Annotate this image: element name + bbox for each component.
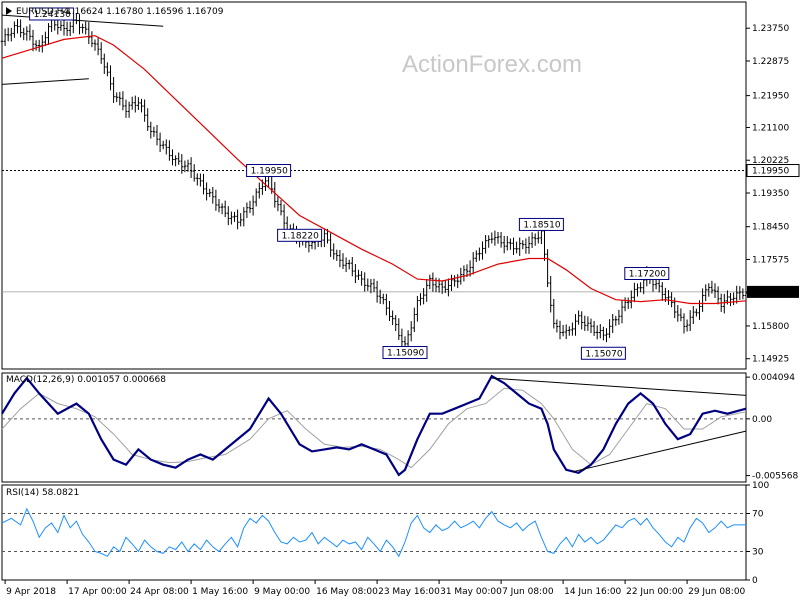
price-label: 1.18510 [523,220,560,230]
x-tick-label: 17 Apr 00:00 [68,587,127,597]
price-label: 1.19950 [251,167,288,177]
y-tick-label: 100 [752,481,769,491]
y-tick-label: 70 [752,510,764,520]
y-tick-label: 0.004094 [752,373,795,383]
x-tick-label: 1 May 16:00 [192,587,248,597]
price-series [0,11,748,351]
x-tick-label: 16 May 08:00 [316,587,378,597]
x-axis: 9 Apr 2018 17 Apr 00:00 24 Apr 08:00 1 May … [4,580,746,597]
y-tick-label: 1.21950 [752,92,789,102]
price-trendline [1,78,89,85]
price-label: 1.18220 [282,231,319,241]
price-label-box [518,217,564,231]
overlay-lines [1,14,747,558]
x-tick-label: 22 Jun 00:00 [626,587,683,597]
rsi-line [1,507,746,558]
macd-trendline [572,430,747,473]
panel-frame-0 [1,1,747,370]
x-tick-label: 24 Apr 08:00 [130,587,189,597]
price-labels: 1.24130 1.19950 1.18220 1.15090 1.18510 1.150… [29,7,670,360]
panel-frames [1,1,747,581]
x-tick-label: 14 Jun 16:00 [564,587,621,597]
y-tick-label: 1.23750 [752,24,789,34]
y-tick-label: 1.16709 [752,288,789,298]
x-tick-label: 23 May 16:00 [378,587,440,597]
x-tick-label: 29 Jun 08:00 [688,587,745,597]
price-label-box [29,7,75,21]
price-label: 1.17200 [629,270,666,280]
y-axis: 1.23750 1.22875 1.21950 1.21100 1.20225 1.193… [746,24,799,586]
watermark: ActionForex.com [402,51,582,78]
header: EURUSD,H4 1.16624 1.16780 1.16596 1.1670… [6,7,224,17]
y-tick-label: -0.005568 [752,472,798,482]
macd-trendline [491,377,747,396]
y-tick-label: 30 [752,548,764,558]
panel-frame-2 [1,484,747,581]
x-tick-label: 9 May 00:00 [254,587,310,597]
macd-title: MACD(12,26,9) 0.001057 0.000668 [6,375,166,385]
x-tick-label: 9 Apr 2018 [6,587,56,597]
y-tick-label: 1.19350 [752,189,789,199]
macd-signal-line [1,387,747,469]
y-tick-label: 0 [752,576,758,586]
last-price-marker [747,285,799,298]
price-label-box [277,228,323,242]
y-tick-label: 1.18450 [752,223,789,233]
rsi-title: RSI(14) 58.0821 [6,488,79,498]
horizontal-level-tag-box [746,164,800,178]
y-tick-label: 0.00 [752,415,772,425]
y-tick-label: 1.15800 [752,322,789,332]
price-label: 1.24130 [34,10,71,20]
panel-frame-1 [1,372,747,483]
price-label-box [382,346,428,360]
y-tick-label: 1.21100 [752,123,789,133]
y-tick-label: 1.22875 [752,57,789,67]
chart-symbol: EURUSD,H4 [16,7,69,17]
y-tick-label: 1.14925 [752,355,789,365]
horizontal-level-tag: 1.19950 [752,167,789,177]
chart-ohlc: 1.16624 1.16780 1.16596 1.16709 [66,7,224,17]
y-tick-label: 1.17575 [752,255,789,265]
price-label: 1.15070 [585,349,622,359]
price-label-box [580,346,626,360]
x-tick-label: 31 May 00:00 [440,587,502,597]
macd-line [1,374,747,477]
x-tick-label: 7 Jun 08:00 [502,587,554,597]
price-label-box [246,164,292,178]
price-label: 1.15090 [387,349,424,359]
price-trendline [1,14,164,27]
y-tick-label: 1.20225 [752,156,789,166]
collapse-arrow-icon [6,7,12,15]
price-label-box [624,267,670,281]
moving-average-line [1,35,747,305]
